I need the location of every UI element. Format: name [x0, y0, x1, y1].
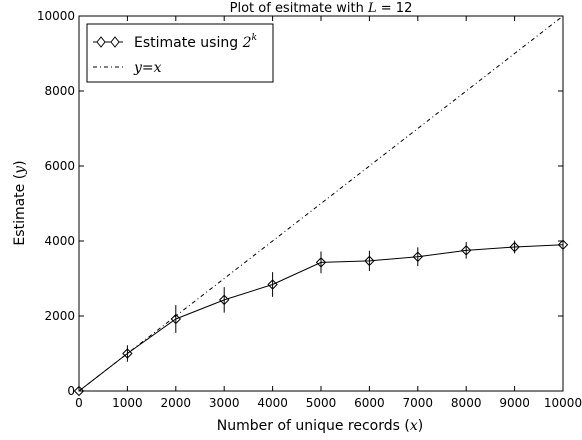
data-point-marker [315, 257, 327, 268]
y-tick-label: 2000 [44, 309, 75, 323]
x-tick-label: 1000 [112, 396, 143, 410]
data-point-marker [218, 294, 230, 306]
x-tick-label: 2000 [161, 396, 192, 410]
data-point-marker [122, 348, 133, 359]
legend-label-estimate: Estimate using 2k [134, 33, 257, 51]
y-tick-label: 10000 [37, 9, 75, 23]
data-point-marker [557, 239, 569, 250]
x-tick-label: 10000 [544, 396, 582, 410]
x-tick-label: 5000 [306, 396, 337, 410]
data-point-marker [509, 241, 520, 253]
data-point-marker [460, 245, 472, 256]
x-tick-label: 9000 [499, 396, 530, 410]
axis-ticks: 0 1000 2000 3000 4000 5000 6000 7000 8000 9000 100… [37, 9, 582, 410]
series-line-yx [78, 15, 564, 392]
y-tick-label: 4000 [44, 234, 75, 248]
y-tick-label: 0 [67, 384, 75, 398]
legend-label-yx: y=x [133, 60, 162, 76]
data-point-marker [412, 251, 424, 262]
data-point-marker [364, 255, 375, 267]
x-tick-label: 8000 [451, 396, 482, 410]
chart-title: Plot of esitmate with L = 12 [230, 1, 413, 16]
legend: Estimate using 2k y=x [86, 23, 274, 83]
x-tick-label: 4000 [257, 396, 288, 410]
plot-frame [78, 15, 564, 392]
data-point-marker [267, 279, 278, 290]
x-tick-label: 7000 [403, 396, 434, 410]
x-tick-label: 0 [75, 396, 83, 410]
x-tick-label: 6000 [354, 396, 385, 410]
y-tick-label: 8000 [44, 84, 75, 98]
x-tick-label: 3000 [209, 396, 240, 410]
legend-box [86, 23, 274, 83]
y-tick-label: 6000 [44, 159, 75, 173]
y-axis-label: Estimate (y) [12, 160, 28, 245]
x-axis-label: Number of unique records (x) [217, 418, 423, 434]
plot-series [73, 15, 569, 397]
legend-marker-estimate [96, 36, 106, 48]
legend-marker-estimate-2 [110, 36, 120, 48]
data-point-marker [170, 313, 182, 325]
